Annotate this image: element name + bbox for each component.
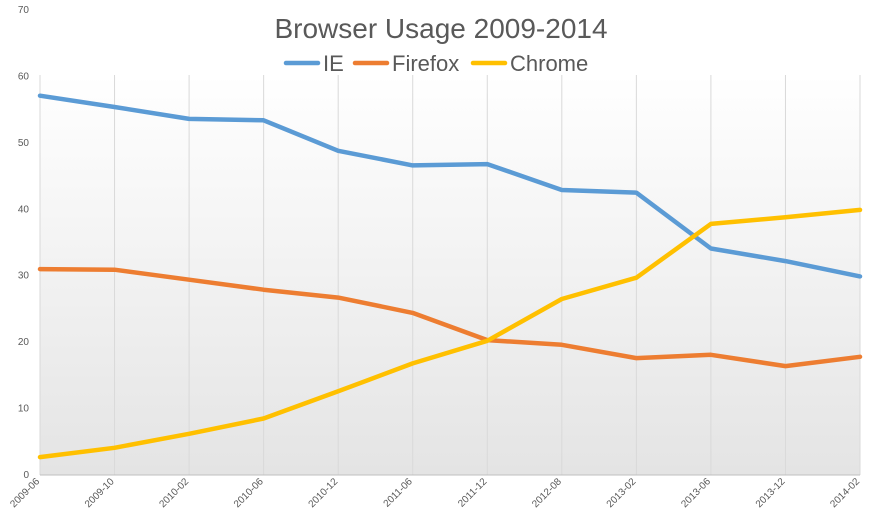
x-tick-label: 2013-12 xyxy=(754,476,788,510)
legend-label: Chrome xyxy=(510,51,588,76)
y-tick-label: 50 xyxy=(18,138,30,149)
plot-area xyxy=(40,75,860,475)
legend-label: Firefox xyxy=(392,51,459,76)
y-tick-label: 20 xyxy=(18,337,30,348)
x-axis-ticks: 2009-06 2009-10 2010-02 2010-06 2010-12 2011-… xyxy=(8,476,862,510)
legend: IE Firefox Chrome xyxy=(283,51,588,76)
y-tick-label: 60 xyxy=(18,71,30,82)
x-tick-label: 2012-08 xyxy=(530,476,564,510)
x-tick-label: 2009-06 xyxy=(8,476,42,510)
y-tick-label: 40 xyxy=(18,204,30,215)
x-tick-label: 2010-12 xyxy=(307,476,341,510)
x-tick-label: 2009-10 xyxy=(83,476,117,510)
series-line-firefox xyxy=(37,266,863,369)
x-tick-label: 2013-06 xyxy=(679,476,713,510)
legend-label: IE xyxy=(323,51,344,76)
x-tick-label: 2011-06 xyxy=(382,476,416,510)
grid-lines xyxy=(39,75,861,476)
y-axis-ticks: 0 10 20 30 40 50 60 70 xyxy=(18,5,30,481)
series-line-ie xyxy=(37,93,863,279)
series-lines xyxy=(37,93,863,460)
series-line-chrome xyxy=(37,207,863,460)
y-tick-label: 30 xyxy=(18,271,30,282)
x-tick-label: 2010-06 xyxy=(232,476,266,510)
x-tick-label: 2011-12 xyxy=(456,476,490,510)
y-tick-label: 10 xyxy=(18,404,30,415)
x-tick-label: 2014-02 xyxy=(828,476,862,510)
x-tick-label: 2013-02 xyxy=(605,476,639,510)
chart-title: Browser Usage 2009-2014 xyxy=(274,13,607,44)
y-tick-label: 70 xyxy=(18,5,30,16)
y-tick-label: 0 xyxy=(23,470,29,481)
x-tick-label: 2010-02 xyxy=(157,476,191,510)
